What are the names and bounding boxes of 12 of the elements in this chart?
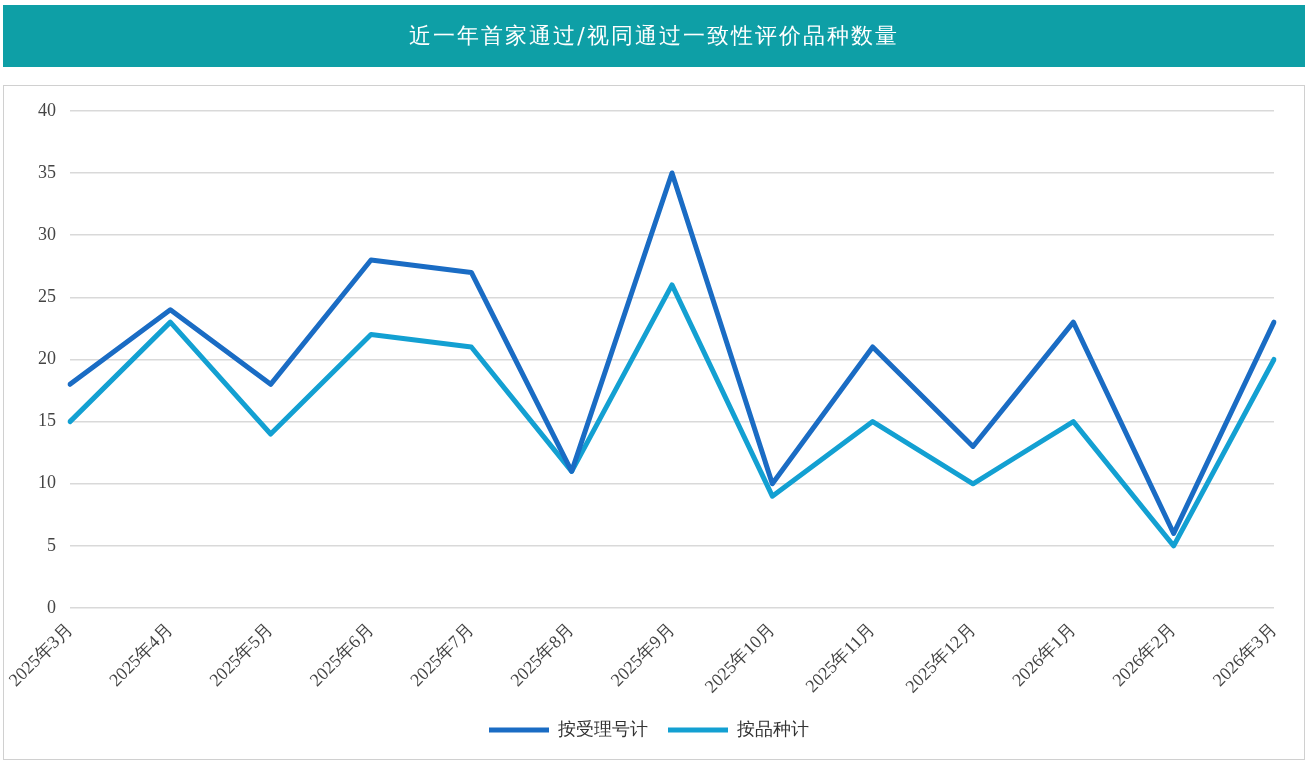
y-tick-label: 20 bbox=[38, 348, 56, 369]
y-tick-label: 40 bbox=[38, 99, 56, 120]
legend-label: 按受理号计 bbox=[558, 717, 648, 739]
legend-label: 按品种计 bbox=[737, 717, 809, 739]
y-tick-label: 35 bbox=[38, 161, 56, 182]
y-tick-label: 30 bbox=[38, 223, 56, 244]
y-tick-label: 5 bbox=[47, 534, 56, 555]
y-tick-label: 0 bbox=[47, 596, 56, 617]
y-tick-label: 25 bbox=[38, 286, 56, 307]
y-tick-label: 10 bbox=[38, 472, 56, 493]
chart-title: 近一年首家通过/视同通过一致性评价品种数量 bbox=[3, 5, 1305, 67]
y-tick-label: 15 bbox=[38, 410, 56, 431]
